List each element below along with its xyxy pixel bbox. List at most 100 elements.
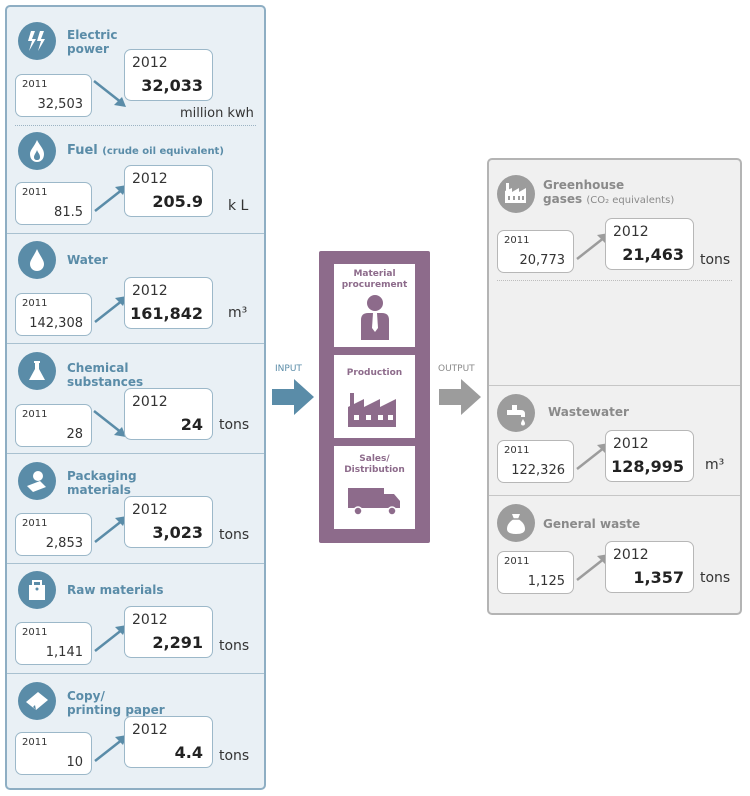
current-value: 205.9 [152,192,203,211]
year-label: 2011 [22,409,48,420]
value-2012-box: 2012 205.9 [124,165,213,217]
year-label: 2012 [132,722,168,738]
unit-label: m³ [705,457,725,473]
value-2011-box: 2011 32,503 [15,74,92,117]
input-item-electric-power: Electric power 2011 32,503 2012 32,033 mill… [7,7,264,122]
section-title: Greenhouse gases (CO₂ equivalents) [543,178,675,206]
process-step-material-procurement: Material procurement [334,264,415,347]
unit-label: tons [700,252,731,268]
unit-label: tons [219,638,250,654]
trend-arrow-icon [93,80,126,107]
value-2011-box: 2011 1,125 [497,551,574,594]
trend-arrow-icon [93,410,126,437]
unit-label: m³ [228,305,248,321]
year-label: 2012 [613,547,649,563]
current-value: 32,033 [141,76,203,95]
current-value: 1,357 [633,568,684,587]
divider [489,385,740,386]
year-label: 2012 [613,224,649,240]
factory-icon [348,393,396,427]
value-2012-box: 2012 128,995 [605,430,694,482]
input-item-packaging-materials: Packaging materials 2011 2,853 2012 3,023 t… [7,453,264,563]
divider [489,495,740,496]
process-column: Material procurement Production Sales/Dis… [319,251,430,543]
flask-icon [18,352,56,390]
section-title: General waste [543,517,641,531]
year-label: 2011 [504,556,530,567]
prev-value: 32,503 [37,97,84,112]
section-title: Wastewater [548,405,629,419]
divider [7,343,264,344]
year-label: 2012 [132,502,168,518]
prev-value: 1,125 [527,574,565,589]
unit-label: k L [228,198,249,214]
prev-value: 10 [66,755,83,770]
prev-value: 2,853 [45,536,83,551]
paper-icon [18,682,56,720]
input-item-raw-materials: Raw materials 2011 1,141 2012 2,291 tons [7,563,264,673]
water-drop-icon [18,241,56,279]
year-label: 2012 [132,171,168,187]
unit-label: tons [219,417,250,433]
unit-label: tons [219,527,250,543]
year-label: 2012 [132,394,168,410]
value-2012-box: 2012 21,463 [605,218,694,270]
unit-label: million kwh [180,106,254,121]
year-label: 2011 [22,737,48,748]
divider [7,563,264,564]
prev-value: 81.5 [54,205,83,220]
process-step-sales-distribution: Sales/Distribution [334,446,415,529]
package-icon [18,462,56,500]
year-label: 2011 [22,79,48,90]
section-title: Electric power [67,28,118,56]
value-2011-box: 2011 142,308 [15,293,92,336]
section-title: Chemical substances [67,361,144,389]
year-label: 2012 [132,283,168,299]
flame-icon [18,132,56,170]
input-arrow-icon [272,379,314,415]
input-item-chemical-substances: Chemical substances 2011 28 2012 24 tons [7,343,264,453]
input-panel: Electric power 2011 32,503 2012 32,033 mill… [5,5,266,790]
value-2012-box: 2012 161,842 [124,277,213,329]
value-2012-box: 2012 2,291 [124,606,213,658]
output-arrow-icon [439,379,481,415]
value-2011-box: 2011 20,773 [497,230,574,273]
value-2012-box: 2012 32,033 [124,49,213,101]
divider [15,125,256,126]
current-value: 161,842 [130,304,203,323]
year-label: 2011 [22,518,48,529]
section-title: Water [67,253,108,267]
lightning-icon [18,22,56,60]
year-label: 2012 [132,612,168,628]
input-label: INPUT [275,364,302,374]
section-title: Copy/printing paper [67,689,165,717]
value-2012-box: 2012 24 [124,388,213,440]
current-value: 24 [180,415,203,434]
value-2012-box: 2012 3,023 [124,496,213,548]
value-2011-box: 2011 122,326 [497,440,574,483]
unit-label: tons [700,570,731,586]
truck-icon [348,488,400,516]
year-label: 2011 [22,298,48,309]
value-2012-box: 2012 4.4 [124,716,213,768]
year-label: 2011 [22,187,48,198]
current-value: 3,023 [152,523,203,542]
factory-icon [497,175,535,213]
value-2011-box: 2011 2,853 [15,513,92,556]
year-label: 2012 [613,436,649,452]
prev-value: 122,326 [511,463,565,478]
output-item-general-waste: General waste 2011 1,125 2012 1,357 tons [489,495,740,609]
sack-icon [497,504,535,542]
year-label: 2011 [22,627,48,638]
value-2011-box: 2011 28 [15,404,92,447]
prev-value: 1,141 [45,645,83,660]
prev-value: 142,308 [29,316,83,331]
divider [497,280,732,281]
current-value: 21,463 [622,245,684,264]
value-2012-box: 2012 1,357 [605,541,694,593]
process-step-label: Sales/Distribution [344,454,405,475]
value-2011-box: 2011 1,141 [15,622,92,665]
input-item-water: Water 2011 142,308 2012 161,842 m³ [7,233,264,343]
output-item-wastewater: Wastewater 2011 122,326 2012 128,995 m³ [489,385,740,495]
divider [7,233,264,234]
